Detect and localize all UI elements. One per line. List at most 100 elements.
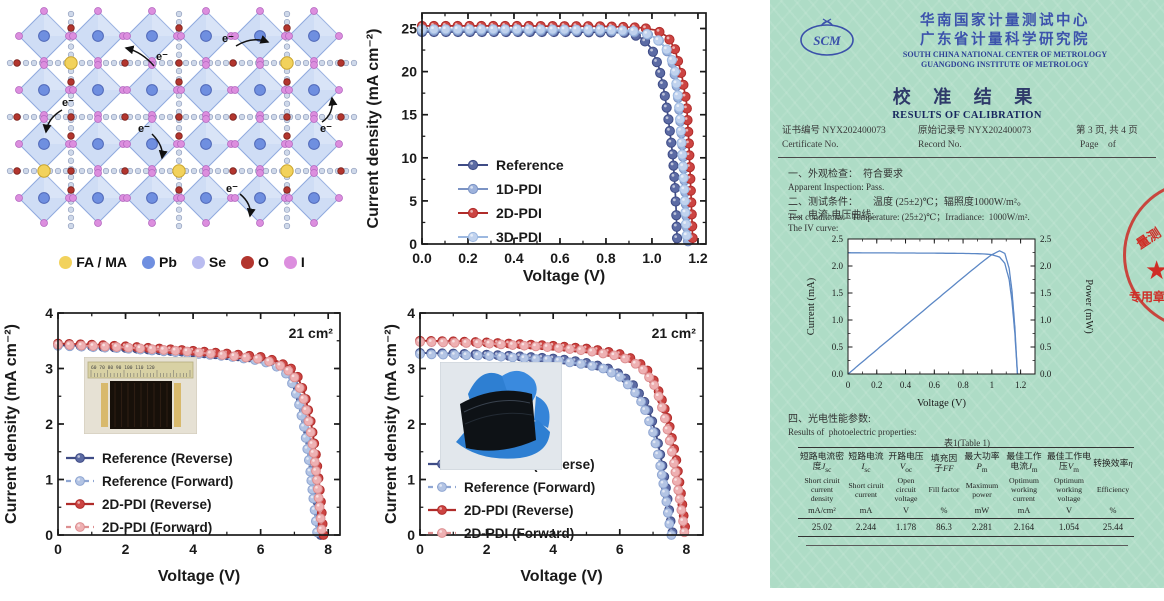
svg-text:21 cm²: 21 cm² bbox=[289, 325, 334, 341]
svg-text:0: 0 bbox=[409, 236, 417, 252]
svg-text:8: 8 bbox=[682, 541, 690, 557]
signature-line bbox=[806, 545, 1128, 546]
jv-curve-chart-small-cell: 0.0 0.2 0.4 0.6 0.8 1.0 1.2 0 5 10 15 20 25 Voltage (… bbox=[365, 12, 708, 285]
svg-text:0.4: 0.4 bbox=[900, 380, 912, 390]
rigid-module-photo: 60 70 80 90 100 110 120 bbox=[83, 356, 198, 435]
header-divider bbox=[778, 157, 1156, 158]
svg-text:1.0: 1.0 bbox=[642, 250, 662, 266]
certificate-iv-power-chart: 0 0.2 0.4 0.6 0.8 1 1.2 0.0 0.0 0.5 0.5 1.0 1.0 1.5 1.… bbox=[806, 234, 1094, 409]
svg-text:0: 0 bbox=[45, 527, 53, 543]
atom-legend-item: I bbox=[283, 254, 305, 270]
svg-text:Current density (mA cm⁻²): Current density (mA cm⁻²) bbox=[384, 324, 400, 524]
svg-text:0.2: 0.2 bbox=[871, 380, 882, 390]
section-iv-curve: 三、电流-电压曲线: The IV curve: bbox=[788, 210, 875, 233]
svg-text:2.5: 2.5 bbox=[1040, 234, 1052, 244]
atom-legend-item: FA / MA bbox=[59, 254, 127, 270]
svg-text:2D-PDI (Forward): 2D-PDI (Forward) bbox=[464, 526, 574, 541]
svg-text:5: 5 bbox=[409, 193, 417, 209]
page-number: 第 3 页, 共 4 页 Page of bbox=[1076, 126, 1138, 151]
svg-text:2D-PDI (Reverse): 2D-PDI (Reverse) bbox=[464, 503, 574, 518]
svg-text:Current (mA): Current (mA) bbox=[806, 277, 817, 335]
atom-color-dot bbox=[59, 255, 73, 269]
svg-text:e⁻: e⁻ bbox=[62, 97, 74, 109]
seal-text-bottom: 专用章 bbox=[1129, 290, 1164, 304]
svg-text:0.0: 0.0 bbox=[412, 250, 432, 266]
svg-text:e⁻: e⁻ bbox=[156, 51, 168, 63]
svg-text:1.0: 1.0 bbox=[1040, 315, 1052, 325]
record-number: 原始记录号 NYX202400073 Record No. bbox=[918, 126, 1032, 151]
svg-text:0.5: 0.5 bbox=[1040, 342, 1052, 352]
svg-text:e⁻: e⁻ bbox=[226, 183, 238, 195]
svg-text:4: 4 bbox=[549, 541, 557, 557]
svg-text:1.5: 1.5 bbox=[832, 288, 844, 298]
svg-text:0.0: 0.0 bbox=[832, 369, 844, 379]
svg-text:21 cm²: 21 cm² bbox=[652, 325, 697, 341]
svg-text:4: 4 bbox=[45, 305, 53, 321]
svg-text:e⁻: e⁻ bbox=[320, 123, 332, 135]
section-test-conditions: 二、测试条件： 温度 (25±2)℃；辐照度1000W/m²。 Test con… bbox=[788, 197, 1030, 222]
org-name-en-1: SOUTH CHINA NATIONAL CENTER OF METROLOGY bbox=[902, 49, 1108, 59]
org-name-en-2: GUANGDONG INSTITUTE OF METROLOGY bbox=[921, 60, 1089, 70]
svg-text:2: 2 bbox=[45, 416, 53, 432]
section-photoelectric: 四、光电性能参数: Results of photoelectric prope… bbox=[788, 414, 917, 437]
svg-text:Reference (Forward): Reference (Forward) bbox=[464, 480, 595, 495]
svg-text:0.8: 0.8 bbox=[957, 380, 969, 390]
svg-text:1.5: 1.5 bbox=[1040, 288, 1052, 298]
atom-color-dot bbox=[191, 255, 205, 269]
photoelectric-properties-table: 短路电流密度Jsc 短路电流Isc 开路电压Voc 填充因子FF 最大功率Pm 最佳工作电… bbox=[798, 447, 1134, 538]
svg-text:Power (mW): Power (mW) bbox=[1083, 279, 1094, 334]
svg-text:0.2: 0.2 bbox=[458, 250, 478, 266]
svg-text:0: 0 bbox=[846, 380, 851, 390]
svg-text:1: 1 bbox=[990, 380, 995, 390]
scm-logo-icon: SCM bbox=[800, 18, 854, 56]
svg-text:2: 2 bbox=[407, 416, 415, 432]
svg-text:10: 10 bbox=[401, 150, 417, 166]
svg-text:0: 0 bbox=[54, 541, 62, 557]
svg-text:Reference (Forward): Reference (Forward) bbox=[102, 474, 233, 489]
flexible-module-photo bbox=[439, 361, 563, 471]
svg-text:Reference: Reference bbox=[496, 157, 564, 173]
atom-legend-item: O bbox=[241, 254, 269, 270]
svg-text:4: 4 bbox=[407, 305, 415, 321]
atom-legend-item: Pb bbox=[142, 254, 177, 270]
atom-color-dot bbox=[241, 255, 255, 269]
title-en: RESULTS OF CALIBRATION bbox=[892, 110, 1042, 121]
svg-text:0: 0 bbox=[416, 541, 424, 557]
svg-text:0.8: 0.8 bbox=[596, 250, 616, 266]
svg-text:Current density (mA cm⁻²): Current density (mA cm⁻²) bbox=[3, 324, 20, 524]
svg-text:8: 8 bbox=[324, 541, 332, 557]
svg-text:20: 20 bbox=[401, 64, 417, 80]
svg-text:0: 0 bbox=[407, 527, 415, 543]
seal-circle-icon bbox=[1123, 180, 1164, 330]
atom-legend-item: Se bbox=[191, 254, 226, 270]
svg-text:6: 6 bbox=[616, 541, 624, 557]
svg-text:3D-PDI: 3D-PDI bbox=[496, 229, 542, 245]
svg-text:2D-PDI: 2D-PDI bbox=[496, 205, 542, 221]
jv-curve-chart-rigid-module: 0 2 4 6 8 0 1 2 3 4 Voltage (V) Current density (mA… bbox=[3, 305, 341, 585]
svg-text:e⁻: e⁻ bbox=[222, 33, 234, 45]
seal-star-icon: ★ bbox=[1145, 256, 1164, 285]
svg-text:Voltage (V): Voltage (V) bbox=[917, 398, 967, 409]
svg-text:15: 15 bbox=[401, 107, 417, 123]
svg-text:3: 3 bbox=[45, 361, 53, 377]
svg-text:Voltage (V): Voltage (V) bbox=[520, 568, 602, 585]
svg-text:0.6: 0.6 bbox=[550, 250, 570, 266]
svg-text:Voltage (V): Voltage (V) bbox=[158, 568, 240, 585]
atom-legend: FA / MA Pb Se O I bbox=[4, 254, 360, 270]
crystal-structure-panel: e⁻ e⁻ e⁻ e⁻ e⁻ e⁻ FA / MA Pb Se O I bbox=[4, 6, 360, 282]
title-zh: 校 准 结 果 bbox=[892, 87, 1042, 107]
svg-text:1.0: 1.0 bbox=[832, 315, 844, 325]
certificate-title: 校 准 结 果 RESULTS OF CALIBRATION bbox=[770, 83, 1164, 121]
certificate-header: SCM 华南国家计量测试中心 广东省计量科学研究院 SOUTH CHINA NA… bbox=[794, 12, 1140, 71]
svg-text:2: 2 bbox=[122, 541, 130, 557]
svg-text:2D-PDI (Forward): 2D-PDI (Forward) bbox=[102, 520, 212, 535]
svg-text:25: 25 bbox=[401, 21, 417, 37]
svg-text:60 70 80 90 100 110 120: 60 70 80 90 100 110 120 bbox=[91, 365, 155, 371]
svg-text:2.0: 2.0 bbox=[832, 261, 844, 271]
svg-text:SCM: SCM bbox=[813, 33, 841, 48]
svg-text:2D-PDI (Reverse): 2D-PDI (Reverse) bbox=[102, 497, 212, 512]
svg-text:e⁻: e⁻ bbox=[138, 123, 150, 135]
svg-text:Reference (Reverse): Reference (Reverse) bbox=[102, 451, 233, 466]
svg-text:Voltage (V): Voltage (V) bbox=[523, 268, 605, 285]
svg-text:3: 3 bbox=[407, 361, 415, 377]
